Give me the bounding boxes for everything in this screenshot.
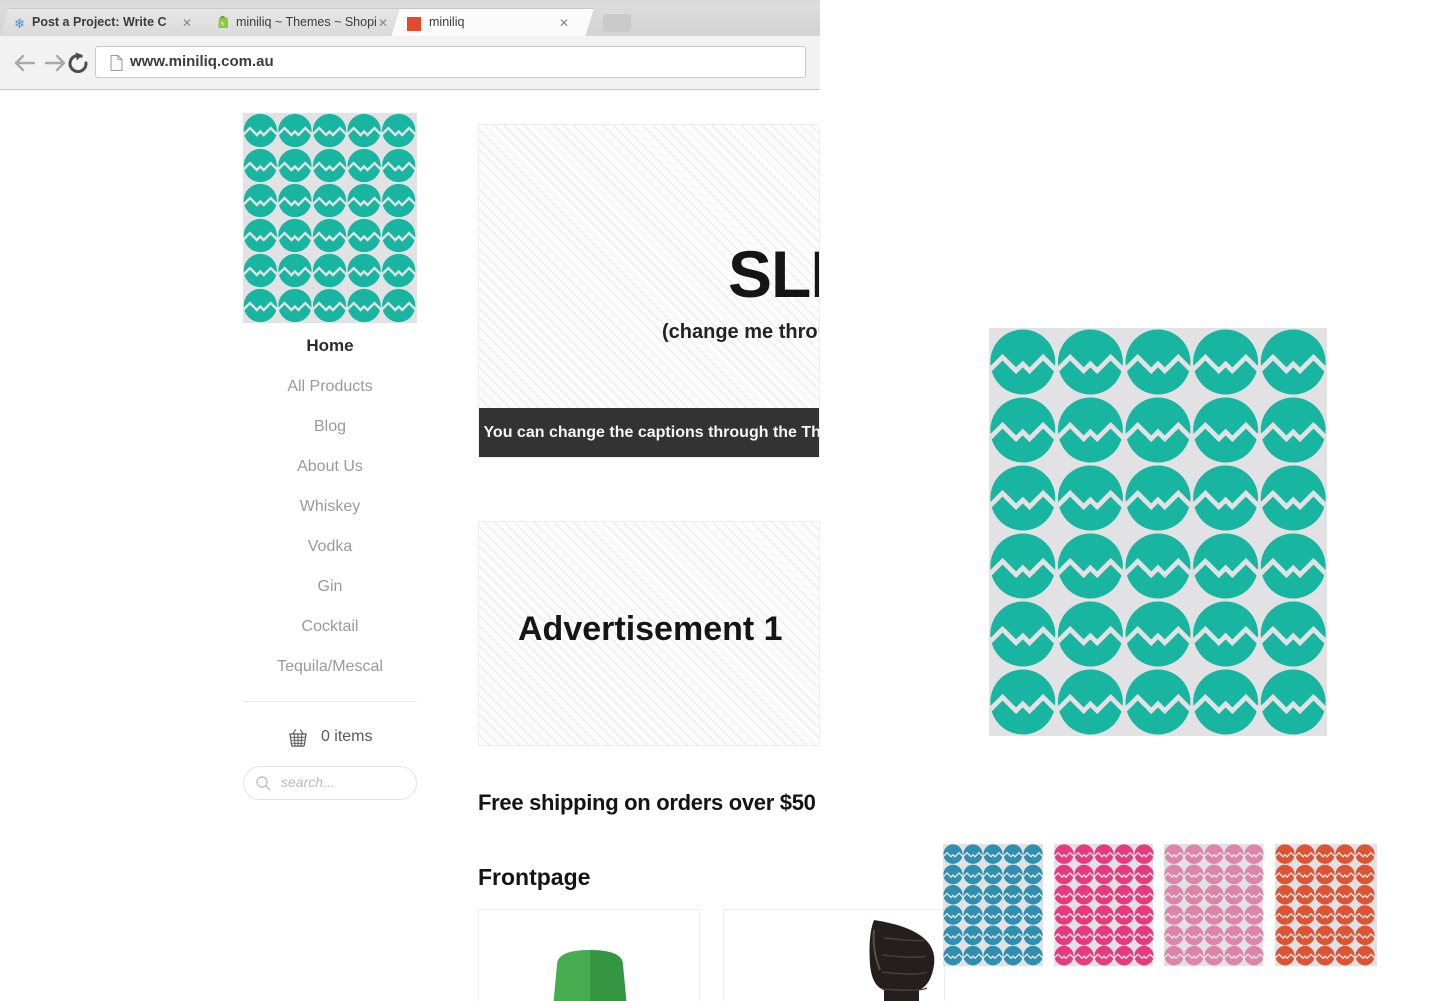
svg-text:S: S bbox=[221, 20, 225, 27]
